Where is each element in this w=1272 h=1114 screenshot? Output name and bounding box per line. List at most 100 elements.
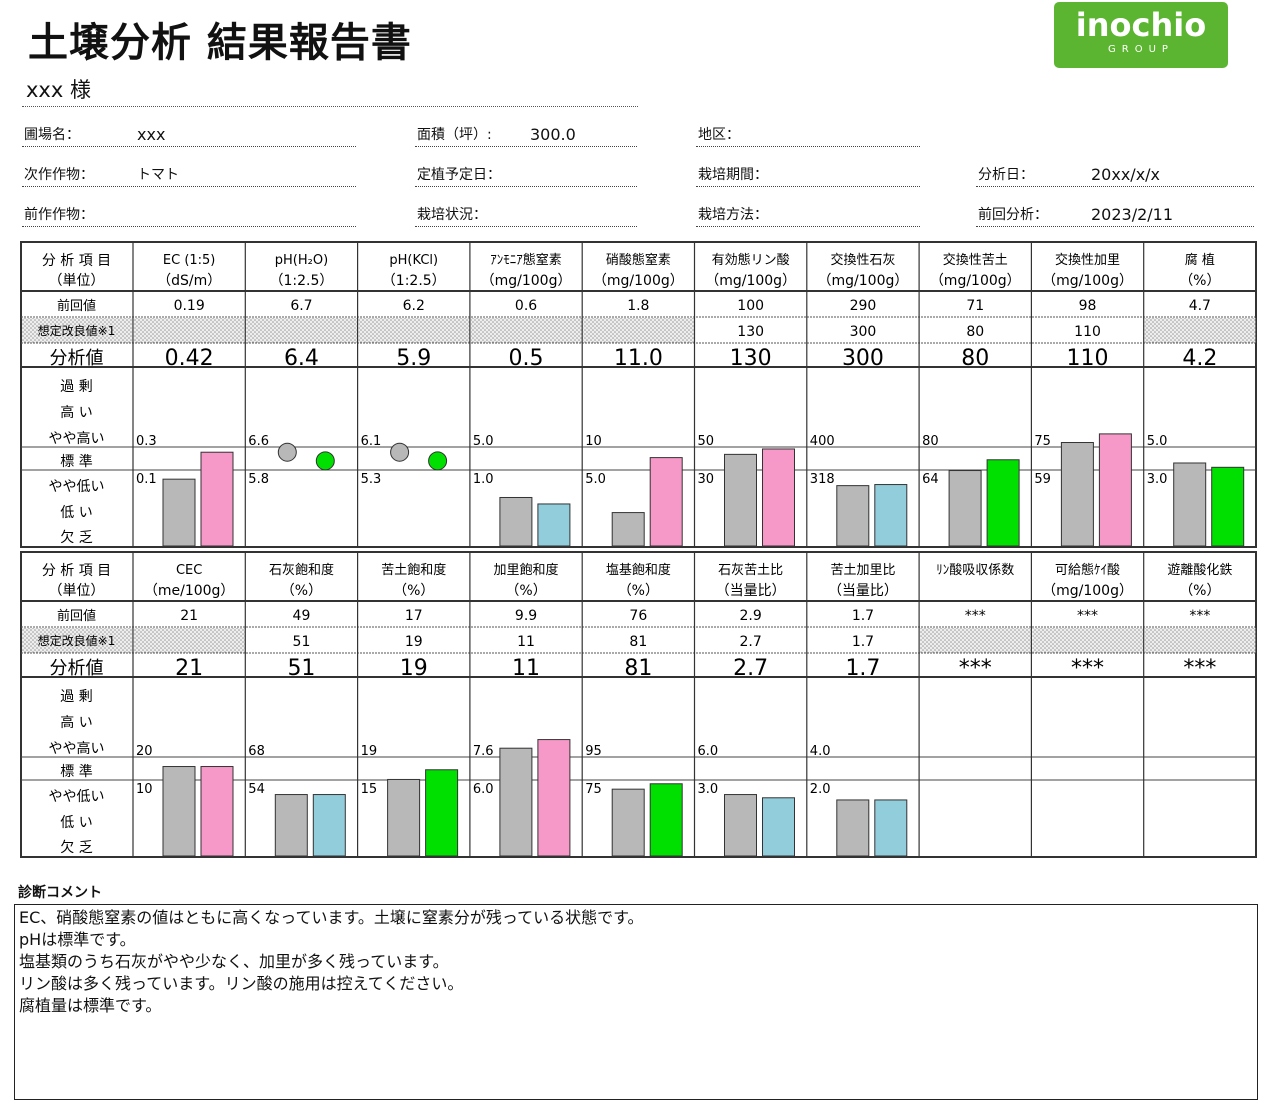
column-name: 苦土飽和度 [381, 562, 446, 578]
label-unit: （単位） [49, 583, 105, 599]
analysis-date-field: 分析日： 20xx/x/x [976, 165, 1254, 187]
value-bar [200, 766, 234, 857]
lower-threshold: 3.0 [1147, 472, 1168, 487]
lower-threshold: 5.0 [585, 472, 606, 487]
level-label: 過 剰 [60, 379, 92, 395]
column-unit: （%） [1179, 273, 1220, 289]
prev-bar [836, 799, 870, 857]
hatched-cell [134, 628, 246, 653]
column-name: ﾘﾝ酸吸収係数 [936, 563, 1014, 578]
analysis-value: 81 [624, 656, 652, 681]
column-unit: （1:2.5） [382, 273, 446, 289]
analysis-value: 80 [961, 346, 989, 371]
prev-analysis-label: 前回分析： [978, 207, 1048, 223]
comment-line: 腐植量は標準です。 [19, 996, 162, 1015]
next-crop-label: 次作作物： [24, 167, 94, 183]
level-label: 低 い [60, 815, 92, 831]
prev-value: 0.19 [174, 298, 205, 314]
prev-analysis-field: 前回分析： 2023/2/11 [976, 205, 1254, 227]
level-label: 欠 乏 [60, 530, 92, 546]
prev-value: *** [1189, 608, 1210, 624]
analysis-value: 5.9 [396, 346, 431, 371]
lower-threshold: 6.0 [473, 782, 494, 797]
level-label: やや低い [49, 479, 105, 495]
value-bar [200, 451, 234, 547]
lower-threshold: 1.0 [473, 472, 494, 487]
column-unit: （dS/m） [157, 273, 221, 289]
prev-analysis-value: 2023/2/11 [1091, 205, 1174, 224]
prev-bar [724, 453, 757, 547]
column-name: 塩基飽和度 [606, 562, 671, 578]
value-bar [537, 739, 571, 857]
hatched-cell [358, 318, 470, 343]
upper-threshold: 80 [922, 434, 939, 449]
prev-dot [277, 442, 297, 462]
value-bar [874, 484, 908, 547]
value-bar [986, 459, 1020, 547]
upper-threshold: 5.0 [1147, 434, 1168, 449]
value-dot [315, 451, 335, 471]
farm-value: xxx [137, 125, 166, 144]
column-name: 苦土加里比 [830, 562, 895, 578]
area-field: 面積（坪）: 300.0 [415, 125, 637, 147]
lower-threshold: 5.8 [248, 472, 269, 487]
prev-value: 71 [966, 298, 984, 314]
upper-threshold: 7.6 [473, 744, 494, 759]
column-name: 石灰飽和度 [269, 562, 334, 578]
analysis-date-label: 分析日： [978, 167, 1034, 183]
upper-threshold: 20 [136, 744, 153, 759]
upper-threshold: 4.0 [810, 744, 831, 759]
farm-field: 圃場名： xxx [22, 125, 356, 147]
lower-threshold: 2.0 [810, 782, 831, 797]
value-bar [1211, 466, 1245, 547]
upper-threshold: 0.3 [136, 434, 157, 449]
hatched-cell [1144, 628, 1256, 653]
level-label: 低 い [60, 505, 92, 521]
prev-value: *** [965, 608, 986, 624]
upper-threshold: 6.6 [248, 434, 269, 449]
analysis-value: 110 [1067, 346, 1109, 371]
analysis-value: 4.2 [1182, 346, 1217, 371]
column-name: 腐 植 [1185, 253, 1215, 268]
column-unit: （%） [393, 583, 434, 599]
level-label: 標 準 [60, 454, 92, 470]
target-value: 110 [1074, 324, 1101, 340]
analysis-value: 0.42 [165, 346, 214, 371]
upper-threshold: 6.1 [361, 434, 382, 449]
lower-threshold: 5.3 [361, 472, 382, 487]
prev-bar [274, 794, 308, 857]
analysis-value: *** [959, 656, 992, 681]
lower-threshold: 10 [136, 782, 153, 797]
hatched-cell [1144, 318, 1256, 343]
target-value: 1.7 [852, 634, 874, 650]
prev-value: 6.2 [403, 298, 425, 314]
prev-value: 17 [405, 608, 423, 624]
status-field: 栽培状況： [415, 206, 637, 227]
prev-bar [499, 496, 533, 547]
status-label: 栽培状況： [417, 207, 487, 223]
column-name: 遊離酸化鉄 [1167, 563, 1232, 578]
upper-threshold: 400 [810, 434, 835, 449]
column-unit: （当量比） [716, 583, 786, 599]
target-value: 11 [517, 634, 535, 650]
analysis-value: 0.5 [509, 346, 544, 371]
comment-line: リン酸は多く残っています。リン酸の施用は控えてください。 [19, 974, 464, 993]
analysis-value: 11.0 [614, 346, 663, 371]
upper-threshold: 19 [361, 744, 378, 759]
prev-value: 76 [629, 608, 647, 624]
column-unit: （mg/100g） [818, 273, 909, 289]
column-name: EC (1:5) [163, 253, 216, 268]
label-unit: （単位） [49, 273, 105, 289]
prev-bar [611, 788, 645, 857]
inochio-logo: inochio GROUP [1054, 2, 1228, 68]
lower-threshold: 30 [698, 472, 715, 487]
analysis-value: 51 [287, 656, 315, 681]
value-bar [537, 503, 571, 547]
column-unit: （%） [505, 583, 546, 599]
lower-threshold: 59 [1034, 472, 1051, 487]
column-unit: （mg/100g） [1042, 583, 1133, 599]
lower-threshold: 15 [361, 782, 378, 797]
column-name: 加里飽和度 [494, 562, 559, 578]
level-label: 標 準 [60, 764, 92, 780]
prev-bar [724, 794, 757, 857]
